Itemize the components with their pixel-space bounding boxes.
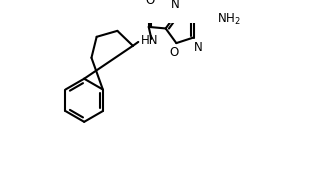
Text: NH$_2$: NH$_2$ <box>217 12 241 27</box>
Text: O: O <box>145 0 154 7</box>
Text: HN: HN <box>141 34 158 47</box>
Text: N: N <box>171 0 180 11</box>
Text: O: O <box>169 46 179 59</box>
Text: N: N <box>194 41 203 54</box>
